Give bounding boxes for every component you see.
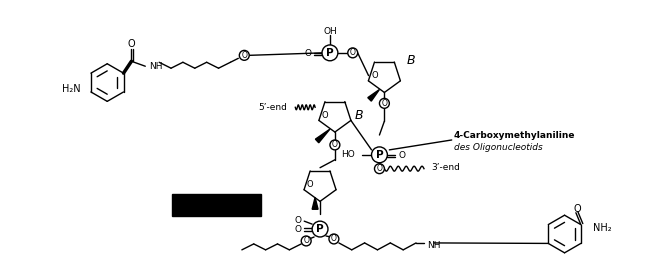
Text: O: O [382,99,387,108]
Circle shape [239,50,249,60]
Text: O: O [398,151,405,160]
Text: NH₂: NH₂ [593,223,612,233]
Text: OH: OH [323,27,337,35]
Text: O: O [304,236,309,246]
Text: NH: NH [427,241,441,251]
Text: O: O [294,225,301,233]
Circle shape [348,48,358,58]
Text: P: P [326,48,333,58]
Text: O: O [350,48,356,57]
Text: O: O [304,49,311,58]
Text: O: O [331,235,337,243]
Polygon shape [312,197,318,209]
FancyBboxPatch shape [172,194,261,216]
Text: O: O [307,180,313,189]
Circle shape [322,45,338,61]
Circle shape [374,164,384,174]
Circle shape [301,236,311,246]
Circle shape [380,98,389,108]
Text: des Oligonucleotids: des Oligonucleotids [454,143,543,152]
Polygon shape [315,129,330,143]
Text: O: O [322,111,328,120]
Text: P: P [376,150,384,160]
Text: O: O [376,164,382,173]
Circle shape [372,147,387,163]
Polygon shape [368,89,380,101]
Text: NH: NH [150,62,162,71]
Text: 5’-end: 5’-end [259,103,287,112]
Circle shape [329,234,339,244]
Text: O: O [371,71,378,80]
Text: P: P [317,224,324,234]
Text: O: O [294,216,301,225]
Text: O: O [332,141,338,149]
Text: H₂N: H₂N [62,84,81,94]
Text: O: O [241,51,247,60]
Text: HO: HO [341,150,355,159]
Circle shape [312,221,328,237]
Text: B: B [354,109,363,122]
Text: O: O [127,39,135,50]
Circle shape [330,140,340,150]
Text: O: O [573,204,580,214]
Text: 4-Carboxymethylaniline: 4-Carboxymethylaniline [454,131,575,139]
Text: B: B [407,54,415,67]
Text: 3’-end: 3’-end [431,163,460,172]
